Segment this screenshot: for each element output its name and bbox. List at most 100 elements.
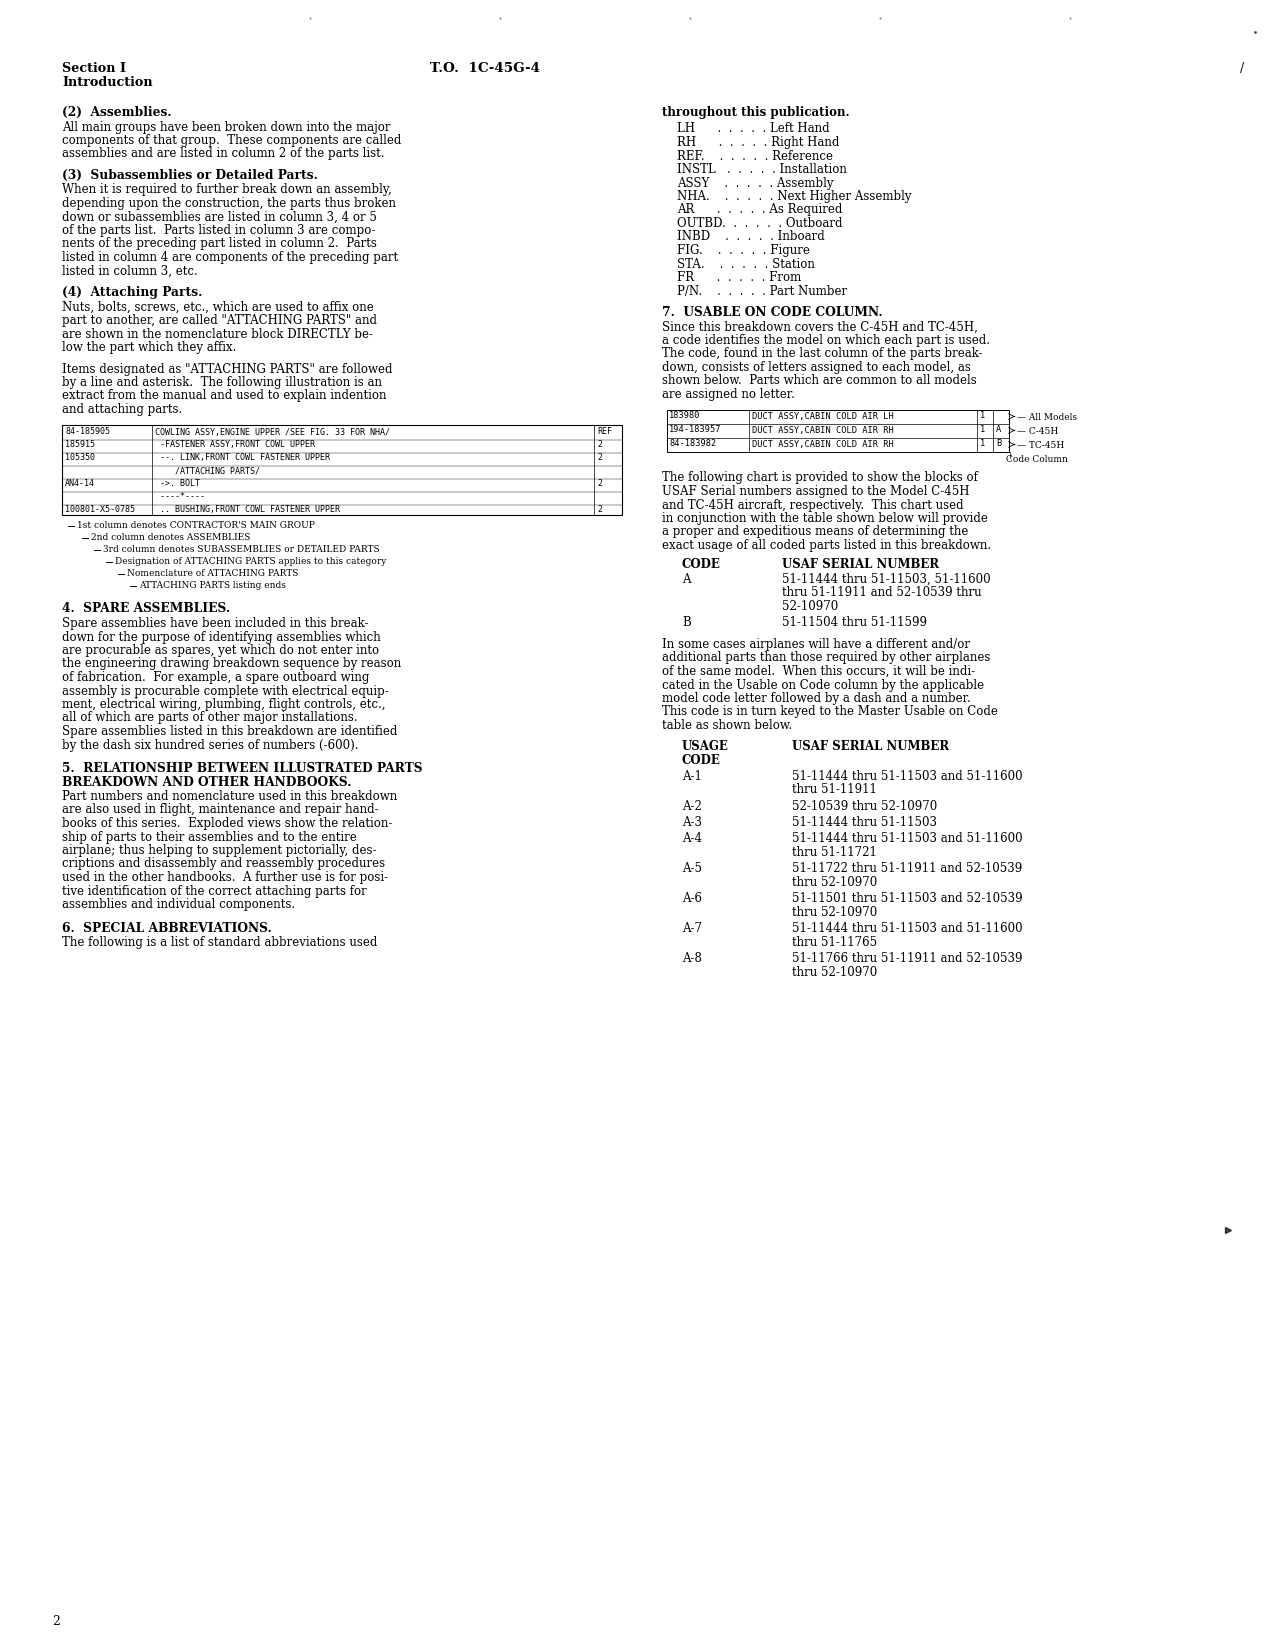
Text: thru 52-10970: thru 52-10970 <box>792 876 877 889</box>
Text: Spare assemblies listed in this breakdown are identified: Spare assemblies listed in this breakdow… <box>62 724 398 738</box>
Text: low the part which they affix.: low the part which they affix. <box>62 342 236 355</box>
Text: 100801-X5-0785: 100801-X5-0785 <box>65 505 135 513</box>
Text: 2: 2 <box>52 1615 60 1629</box>
Text: USAF SERIAL NUMBER: USAF SERIAL NUMBER <box>792 741 949 754</box>
Text: Introduction: Introduction <box>62 76 153 89</box>
Text: assembly is procurable complete with electrical equip-: assembly is procurable complete with ele… <box>62 685 389 698</box>
Text: shown below.  Parts which are common to all models: shown below. Parts which are common to a… <box>662 375 977 388</box>
Text: — C-45H: — C-45H <box>1017 426 1058 436</box>
Text: DUCT ASSY,CABIN COLD AIR RH: DUCT ASSY,CABIN COLD AIR RH <box>752 439 894 449</box>
Text: (4)  Attaching Parts.: (4) Attaching Parts. <box>62 285 203 299</box>
Text: 51-11444 thru 51-11503 and 51-11600: 51-11444 thru 51-11503 and 51-11600 <box>792 922 1023 936</box>
Text: and TC-45H aircraft, respectively.  This chart used: and TC-45H aircraft, respectively. This … <box>662 498 964 512</box>
Text: A-1: A-1 <box>682 769 701 782</box>
Text: 2: 2 <box>597 478 602 488</box>
Text: 185915: 185915 <box>65 441 96 449</box>
Text: all of which are parts of other major installations.: all of which are parts of other major in… <box>62 711 357 724</box>
Text: of the parts list.  Parts listed in column 3 are compo-: of the parts list. Parts listed in colum… <box>62 224 375 238</box>
Text: 6.  SPECIAL ABBREVIATIONS.: 6. SPECIAL ABBREVIATIONS. <box>62 921 272 934</box>
Text: P/N.    .  .  .  .  . Part Number: P/N. . . . . . Part Number <box>677 284 847 297</box>
Text: 105350: 105350 <box>65 454 96 462</box>
Text: thru 51-11911: thru 51-11911 <box>792 784 877 795</box>
Text: Nomenclature of ATTACHING PARTS: Nomenclature of ATTACHING PARTS <box>128 569 298 578</box>
Text: ATTACHING PARTS listing ends: ATTACHING PARTS listing ends <box>139 581 286 589</box>
Text: criptions and disassembly and reassembly procedures: criptions and disassembly and reassembly… <box>62 858 385 871</box>
Text: Items designated as "ATTACHING PARTS" are followed: Items designated as "ATTACHING PARTS" ar… <box>62 363 393 376</box>
Text: OUTBD.  .  .  .  .  . Outboard: OUTBD. . . . . . Outboard <box>677 218 843 229</box>
Text: 2: 2 <box>597 454 602 462</box>
Text: 2: 2 <box>597 505 602 513</box>
Text: FR      .  .  .  .  . From: FR . . . . . From <box>677 271 801 284</box>
Text: are also used in flight, maintenance and repair hand-: are also used in flight, maintenance and… <box>62 804 379 817</box>
Text: Code Column: Code Column <box>1006 455 1068 465</box>
Text: cated in the Usable on Code column by the applicable: cated in the Usable on Code column by th… <box>662 678 984 691</box>
Text: exact usage of all coded parts listed in this breakdown.: exact usage of all coded parts listed in… <box>662 540 991 553</box>
Text: B: B <box>682 617 691 630</box>
Text: USAF Serial numbers assigned to the Model C-45H: USAF Serial numbers assigned to the Mode… <box>662 485 969 498</box>
Text: 52-10970: 52-10970 <box>782 601 838 614</box>
Text: 51-11504 thru 51-11599: 51-11504 thru 51-11599 <box>782 617 927 630</box>
Text: 84-185905: 84-185905 <box>65 427 110 437</box>
Text: DUCT ASSY,CABIN COLD AIR LH: DUCT ASSY,CABIN COLD AIR LH <box>752 411 894 421</box>
Text: 84-183982: 84-183982 <box>669 439 717 449</box>
Text: throughout this publication.: throughout this publication. <box>662 106 849 119</box>
Text: 51-11444 thru 51-11503: 51-11444 thru 51-11503 <box>792 817 937 828</box>
Text: A: A <box>996 426 1001 434</box>
Text: LH      .  .  .  .  . Left Hand: LH . . . . . Left Hand <box>677 122 830 135</box>
Text: 5.  RELATIONSHIP BETWEEN ILLUSTRATED PARTS: 5. RELATIONSHIP BETWEEN ILLUSTRATED PART… <box>62 762 422 776</box>
Text: All main groups have been broken down into the major: All main groups have been broken down in… <box>62 120 390 134</box>
Text: components of that group.  These components are called: components of that group. These componen… <box>62 134 402 147</box>
Text: CODE: CODE <box>682 558 720 571</box>
Text: /: / <box>1241 63 1244 74</box>
Text: RH      .  .  .  .  . Right Hand: RH . . . . . Right Hand <box>677 135 839 148</box>
Text: A-8: A-8 <box>682 952 701 965</box>
Text: /ATTACHING PARTS/: /ATTACHING PARTS/ <box>156 465 260 475</box>
Text: assemblies and are listed in column 2 of the parts list.: assemblies and are listed in column 2 of… <box>62 147 385 160</box>
Text: of fabrication.  For example, a spare outboard wing: of fabrication. For example, a spare out… <box>62 672 370 685</box>
Text: airplane; thus helping to supplement pictorially, des-: airplane; thus helping to supplement pic… <box>62 845 376 856</box>
Text: A: A <box>682 573 691 586</box>
Text: — All Models: — All Models <box>1017 412 1077 421</box>
Text: 1: 1 <box>980 426 986 434</box>
Text: ->. BOLT: ->. BOLT <box>156 478 200 488</box>
Text: 2nd column denotes ASSEMBLIES: 2nd column denotes ASSEMBLIES <box>91 533 250 541</box>
Text: down, consists of letters assigned to each model, as: down, consists of letters assigned to ea… <box>662 361 970 375</box>
Text: Section I: Section I <box>62 63 126 74</box>
Text: thru 52-10970: thru 52-10970 <box>792 906 877 919</box>
Text: books of this series.  Exploded views show the relation-: books of this series. Exploded views sho… <box>62 817 393 830</box>
Text: 183980: 183980 <box>669 411 700 421</box>
Text: depending upon the construction, the parts thus broken: depending upon the construction, the par… <box>62 196 397 210</box>
Text: 1st column denotes CONTRACTOR'S MAIN GROUP: 1st column denotes CONTRACTOR'S MAIN GRO… <box>76 520 315 530</box>
Text: 51-11444 thru 51-11503 and 51-11600: 51-11444 thru 51-11503 and 51-11600 <box>792 833 1023 845</box>
Text: The code, found in the last column of the parts break-: The code, found in the last column of th… <box>662 348 983 360</box>
Text: in conjunction with the table shown below will provide: in conjunction with the table shown belo… <box>662 512 988 525</box>
Text: 1: 1 <box>980 411 986 421</box>
Text: additional parts than those required by other airplanes: additional parts than those required by … <box>662 652 991 665</box>
Bar <box>667 409 1009 452</box>
Text: 2: 2 <box>597 441 602 449</box>
Text: thru 52-10970: thru 52-10970 <box>792 965 877 978</box>
Text: This code is in turn keyed to the Master Usable on Code: This code is in turn keyed to the Master… <box>662 706 998 718</box>
Text: T.O.  1C-45G-4: T.O. 1C-45G-4 <box>430 63 541 74</box>
Text: model code letter followed by a dash and a number.: model code letter followed by a dash and… <box>662 691 970 705</box>
Text: INBD    .  .  .  .  . Inboard: INBD . . . . . Inboard <box>677 231 825 244</box>
Text: B: B <box>996 439 1001 449</box>
Text: --. LINK,FRONT COWL FASTENER UPPER: --. LINK,FRONT COWL FASTENER UPPER <box>156 454 330 462</box>
Text: tive identification of the correct attaching parts for: tive identification of the correct attac… <box>62 884 367 898</box>
Text: Spare assemblies have been included in this break-: Spare assemblies have been included in t… <box>62 617 368 630</box>
Text: part to another, are called "ATTACHING PARTS" and: part to another, are called "ATTACHING P… <box>62 314 377 327</box>
Text: down or subassemblies are listed in column 3, 4 or 5: down or subassemblies are listed in colu… <box>62 211 377 223</box>
Text: nents of the preceding part listed in column 2.  Parts: nents of the preceding part listed in co… <box>62 238 377 251</box>
Text: listed in column 3, etc.: listed in column 3, etc. <box>62 264 198 277</box>
Text: BREAKDOWN AND OTHER HANDBOOKS.: BREAKDOWN AND OTHER HANDBOOKS. <box>62 776 352 789</box>
Text: 51-11501 thru 51-11503 and 52-10539: 51-11501 thru 51-11503 and 52-10539 <box>792 893 1023 906</box>
Text: REF: REF <box>597 427 612 437</box>
Text: 7.  USABLE ON CODE COLUMN.: 7. USABLE ON CODE COLUMN. <box>662 305 882 318</box>
Text: A-2: A-2 <box>682 800 701 812</box>
Text: are assigned no letter.: are assigned no letter. <box>662 388 794 401</box>
Text: 51-11766 thru 51-11911 and 52-10539: 51-11766 thru 51-11911 and 52-10539 <box>792 952 1023 965</box>
Text: thru 51-11765: thru 51-11765 <box>792 936 877 949</box>
Text: CODE: CODE <box>682 754 720 767</box>
Text: A-4: A-4 <box>682 833 703 845</box>
Text: listed in column 4 are components of the preceding part: listed in column 4 are components of the… <box>62 251 398 264</box>
